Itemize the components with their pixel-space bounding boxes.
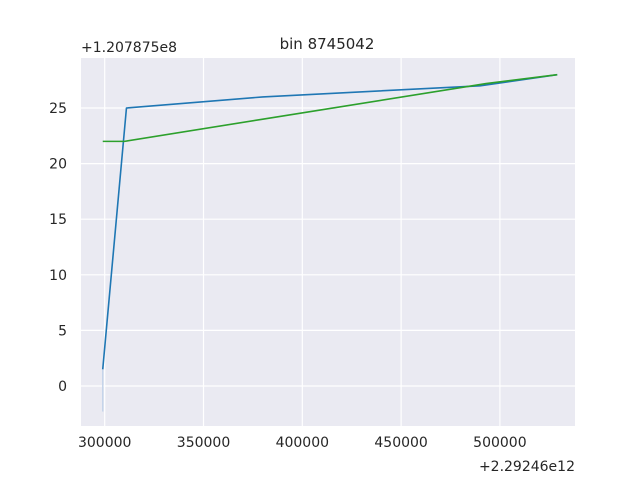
y-axis-offset-label: +1.207875e8 xyxy=(81,40,177,56)
y-tick-label-5: 25 xyxy=(49,101,67,117)
y-tick-label-0: 0 xyxy=(58,379,67,395)
y-axis-ticks: 0 5 10 15 20 25 xyxy=(49,101,67,395)
x-tick-label-0: 300000 xyxy=(78,435,131,451)
series-lines xyxy=(101,73,558,370)
y-tick-label-1: 5 xyxy=(58,323,67,339)
series-line-1 xyxy=(102,73,558,143)
x-tick-label-4: 500000 xyxy=(473,435,526,451)
x-tick-label-2: 400000 xyxy=(276,435,329,451)
chart-title: bin 8745042 xyxy=(280,35,375,53)
x-tick-label-1: 350000 xyxy=(177,435,230,451)
series-line-0 xyxy=(101,73,558,370)
x-axis-offset-label: +2.29246e12 xyxy=(479,459,575,475)
y-tick-label-2: 10 xyxy=(49,268,67,284)
plot-area xyxy=(81,58,575,426)
x-axis-ticks: 300000 350000 400000 450000 500000 xyxy=(78,435,527,451)
y-tick-label-4: 20 xyxy=(49,157,67,173)
x-tick-label-3: 450000 xyxy=(374,435,427,451)
y-tick-label-3: 15 xyxy=(49,212,67,228)
grid-lines xyxy=(81,58,575,426)
